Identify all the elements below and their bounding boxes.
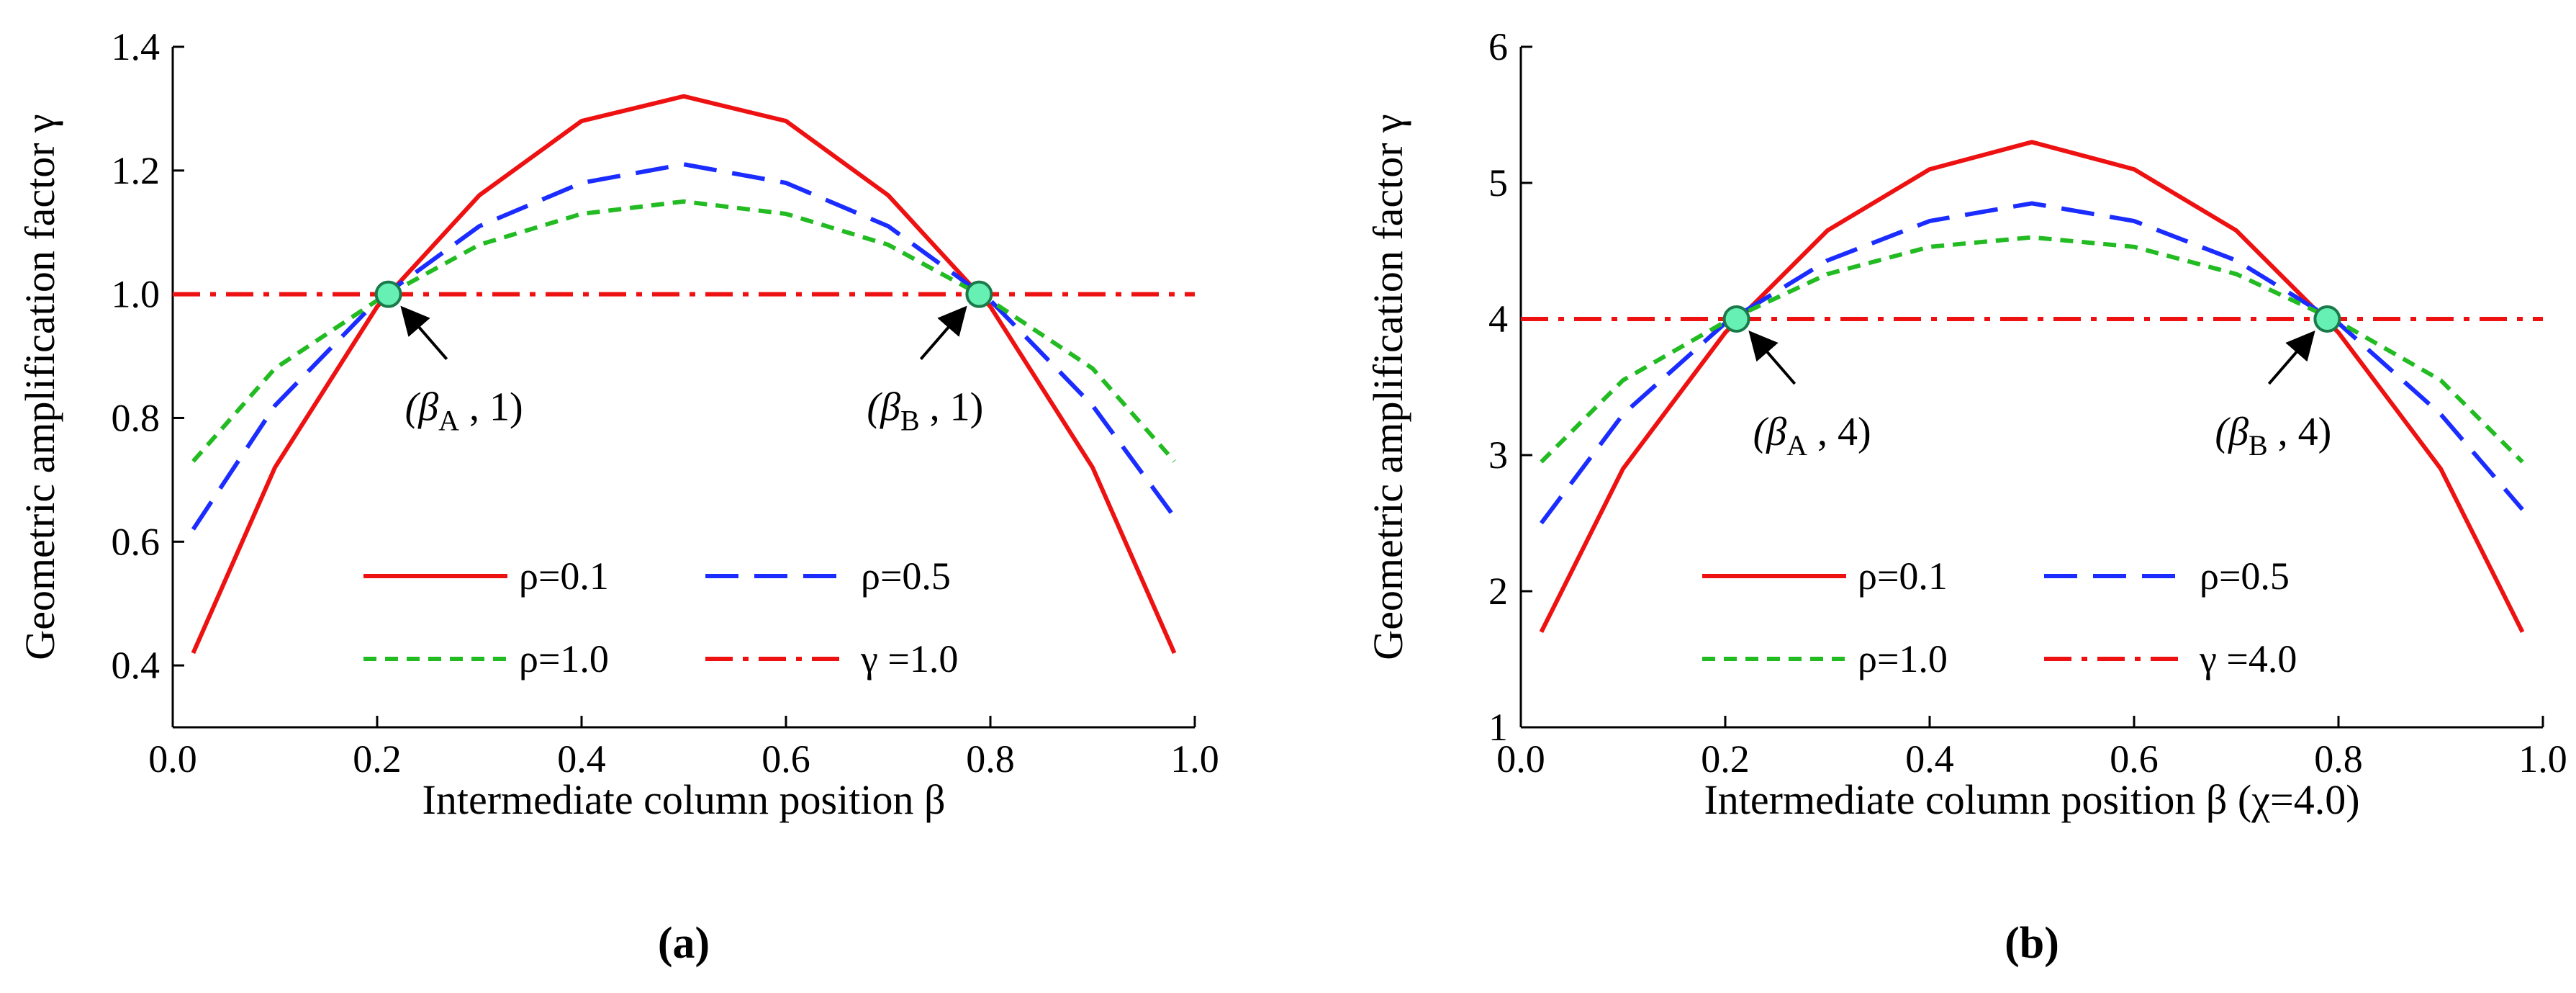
x-tick-label: 0.6 <box>2110 737 2159 781</box>
intersection-point <box>374 280 402 308</box>
y-tick-label: 2 <box>1488 570 1508 613</box>
label-tail: , 1) <box>459 385 523 430</box>
y-tick-label: 1.0 <box>112 273 161 316</box>
x-tick-label: 0.2 <box>353 737 402 781</box>
series-line <box>191 162 1177 531</box>
label-main: (β <box>867 385 900 430</box>
x-tick-label: 0.0 <box>1496 737 1545 781</box>
x-tick-label: 0.4 <box>1905 737 1954 781</box>
annotation-arrow <box>400 305 448 360</box>
label-subscript: B <box>900 405 920 437</box>
series-line <box>1539 140 2525 634</box>
label-main: (β <box>405 385 439 430</box>
series-line <box>1540 201 2524 525</box>
series-line <box>191 94 1177 655</box>
x-tick-label: 0.8 <box>2314 737 2363 781</box>
y-axis-label: Geometric amplification factor γ <box>17 114 63 660</box>
intersection-label: (βB , 4) <box>2215 410 2331 462</box>
x-tick-label: 0.2 <box>1701 737 1750 781</box>
legend-label: ρ=0.1 <box>519 554 609 598</box>
annotation-arrow <box>2267 330 2315 385</box>
label-tail: , 4) <box>2268 410 2332 454</box>
intersection-label: (βA , 1) <box>405 385 523 437</box>
intersection-point <box>1722 305 1750 333</box>
label-main: (β <box>1753 410 1787 454</box>
panel-label: (a) <box>658 919 710 968</box>
annotation-arrow <box>919 305 967 360</box>
legend-label: γ =4.0 <box>2199 637 2297 680</box>
x-tick-label: 0.6 <box>761 737 810 781</box>
intersection-point <box>2313 305 2341 333</box>
intersection-label: (βA , 4) <box>1753 410 1871 462</box>
y-tick-label: 3 <box>1488 433 1508 477</box>
annotation-arrow <box>1748 330 1797 385</box>
label-subscript: B <box>2249 429 2268 462</box>
legend-label: ρ=1.0 <box>519 637 609 680</box>
label-subscript: A <box>1786 429 1807 462</box>
legend-label: ρ=0.1 <box>1858 554 1948 598</box>
y-tick-label: 6 <box>1488 25 1508 68</box>
legend-label: ρ=0.5 <box>2200 554 2290 598</box>
y-axis-label: Geometric amplification factor γ <box>1365 114 1411 660</box>
intersection-label: (βB , 1) <box>867 385 983 437</box>
y-tick-label: 0.4 <box>112 644 161 687</box>
y-tick-label: 0.6 <box>112 520 161 563</box>
x-tick-label: 1.0 <box>2518 737 2567 781</box>
series-line <box>1540 235 2524 464</box>
x-tick-label: 0.0 <box>148 737 197 781</box>
y-tick-label: 4 <box>1488 297 1508 341</box>
legend-label: γ =1.0 <box>860 637 958 680</box>
label-subscript: A <box>438 405 459 437</box>
x-tick-label: 1.0 <box>1170 737 1219 781</box>
y-tick-label: 5 <box>1488 161 1508 205</box>
y-tick-label: 0.8 <box>112 396 161 439</box>
legend-label: ρ=0.5 <box>861 554 951 598</box>
chart-panel-a: 0.0 0.2 0.4 0.6 0.8 1.0 0.4 0.6 0.8 1.0 1.2 1.4 (βA … <box>17 25 1219 968</box>
y-tick-label: 1 <box>1488 706 1508 749</box>
label-tail: , 1) <box>920 385 984 430</box>
label-tail: , 4) <box>1807 410 1871 454</box>
x-axis-label: Intermediate column position β <box>422 776 946 823</box>
y-tick-label: 1.2 <box>112 149 161 192</box>
y-tick-label: 1.4 <box>112 25 161 68</box>
legend-label: ρ=1.0 <box>1858 637 1948 680</box>
x-axis-label: Intermediate column position β (χ=4.0) <box>1704 776 2359 823</box>
intersection-point <box>965 280 993 308</box>
panel-label: (b) <box>2005 919 2059 968</box>
series-line <box>191 199 1176 463</box>
label-main: (β <box>2215 410 2249 454</box>
x-tick-label: 0.8 <box>966 737 1015 781</box>
x-tick-label: 0.4 <box>557 737 606 781</box>
